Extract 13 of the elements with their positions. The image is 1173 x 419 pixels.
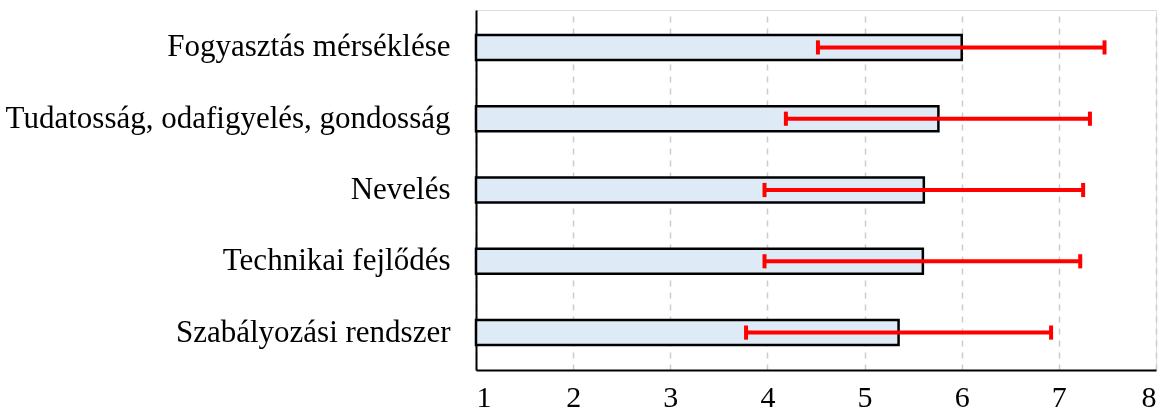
- x-tick-label: 8: [1141, 379, 1157, 413]
- x-tick-label: 4: [760, 379, 776, 413]
- y-tick-label: Tudatosság, odafigyelés, gondosság: [5, 99, 451, 135]
- x-tick-label: 7: [1051, 379, 1067, 413]
- y-tick-label: Technikai fejlődés: [222, 242, 451, 278]
- y-tick-label: Szabályozási rendszer: [175, 313, 452, 349]
- y-tick-label: Fogyasztás mérséklése: [167, 28, 451, 64]
- x-tick-label: 6: [954, 379, 970, 413]
- x-tick-label: 2: [566, 379, 582, 413]
- x-tick-label: 5: [857, 379, 873, 413]
- y-tick-label: Nevelés: [350, 171, 451, 206]
- x-tick-label: 1: [476, 379, 492, 413]
- x-tick-label: 3: [663, 379, 679, 413]
